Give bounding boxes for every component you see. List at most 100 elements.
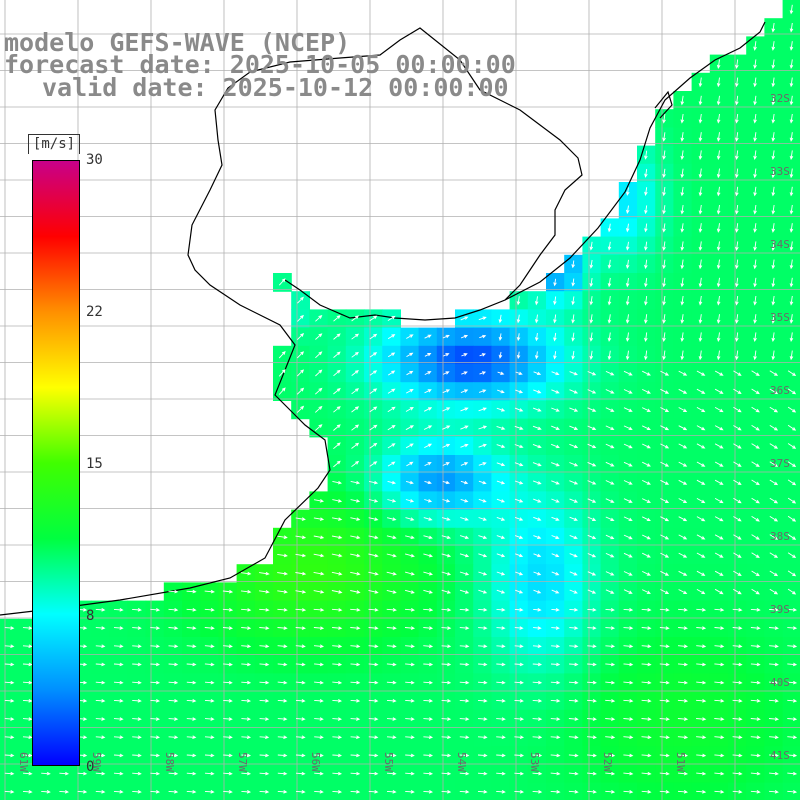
wind-arrow [660, 552, 670, 558]
wind-arrow [659, 771, 670, 776]
wind-arrow [498, 314, 503, 324]
wind-arrow [132, 790, 142, 794]
wind-arrow [605, 516, 615, 521]
wind-arrow [644, 332, 648, 343]
wind-arrow [442, 443, 451, 448]
wind-arrow [714, 735, 725, 740]
wind-arrow [22, 662, 33, 667]
wind-arrow [568, 735, 579, 740]
wind-arrow [498, 351, 503, 359]
wind-arrow [625, 223, 630, 233]
wind-arrow [605, 425, 615, 431]
wind-arrow [369, 406, 378, 413]
wind-arrow [405, 535, 415, 540]
wind-arrow [478, 498, 487, 503]
wind-arrow [714, 461, 724, 467]
wind-arrow [295, 717, 306, 721]
wind-arrow [789, 132, 794, 142]
wind-arrow [22, 735, 33, 740]
wind-arrow [680, 168, 685, 179]
wind-arrow [350, 735, 361, 740]
wind-arrow [295, 590, 307, 594]
wind-arrow [680, 150, 685, 161]
wind-arrow [277, 644, 288, 649]
wind-arrow [771, 350, 776, 361]
wind-arrow [660, 498, 670, 503]
wind-arrow [789, 168, 794, 179]
wind-arrow [659, 662, 670, 667]
wind-arrow [551, 462, 560, 467]
wind-arrow [696, 626, 707, 630]
wind-arrow [625, 205, 630, 215]
wind-speed-cell [782, 527, 800, 547]
wind-arrow [423, 644, 434, 649]
wind-arrow [735, 332, 739, 343]
wind-arrow [442, 425, 451, 430]
wind-arrow [113, 644, 124, 649]
wind-arrow [716, 186, 721, 197]
wind-arrow [515, 389, 524, 394]
wind-arrow [168, 662, 179, 667]
wind-arrow [223, 699, 233, 703]
wind-arrow [789, 295, 794, 306]
wind-arrow [132, 626, 142, 630]
wind-arrow [514, 790, 525, 794]
wind-arrow [533, 389, 542, 394]
wind-vectors [4, 4, 798, 794]
wind-arrow [295, 662, 306, 667]
wind-arrow [735, 314, 739, 324]
wind-arrow [789, 204, 794, 215]
wind-arrow [787, 388, 797, 395]
wind-arrow [678, 370, 688, 376]
wind-arrow [423, 517, 433, 521]
wind-arrow [460, 407, 469, 412]
wind-arrow [771, 277, 776, 288]
wind-arrow [369, 315, 378, 322]
wind-arrow [569, 626, 579, 630]
wind-arrow [735, 186, 739, 197]
wind-arrow [587, 498, 597, 503]
wind-arrow [368, 626, 379, 630]
wind-arrow [351, 460, 360, 468]
wind-arrow [350, 535, 361, 540]
wind-arrow [132, 699, 142, 703]
wind-arrow [277, 608, 288, 612]
wind-arrow [204, 790, 215, 794]
wind-arrow [333, 442, 341, 450]
wind-arrow [404, 553, 415, 558]
wind-arrow [441, 699, 452, 703]
wind-arrow [787, 771, 798, 776]
wind-arrow [534, 333, 539, 342]
wind-arrow [605, 443, 615, 449]
wind-arrow [368, 662, 379, 667]
wind-arrow [771, 59, 776, 70]
wind-arrow [680, 95, 685, 106]
wind-arrow [605, 680, 616, 685]
wind-arrow [680, 113, 685, 124]
wind-arrow [733, 552, 742, 558]
wind-arrow [750, 790, 761, 794]
wind-arrow [732, 680, 743, 685]
wind-arrow [605, 370, 615, 376]
wind-arrow [368, 699, 379, 703]
wind-arrow [551, 644, 561, 649]
wind-arrow [789, 59, 794, 70]
wind-arrow [386, 535, 397, 540]
wind-arrow [423, 771, 434, 776]
wind-arrow [678, 516, 688, 522]
wind-arrow [442, 480, 451, 485]
wind-arrow [478, 407, 487, 412]
wind-arrow [623, 589, 633, 594]
wind-arrow [314, 662, 324, 667]
wind-arrow [660, 461, 670, 467]
wind-arrow [461, 371, 468, 375]
wind-arrow [787, 406, 797, 413]
wind-arrow [387, 315, 396, 321]
wind-arrow [571, 296, 575, 306]
wind-arrow [113, 790, 124, 794]
wind-arrow [587, 480, 597, 485]
wind-arrow [259, 771, 270, 776]
wind-arrow [460, 425, 469, 430]
wind-arrow [459, 626, 470, 630]
wind-arrow [386, 680, 397, 685]
